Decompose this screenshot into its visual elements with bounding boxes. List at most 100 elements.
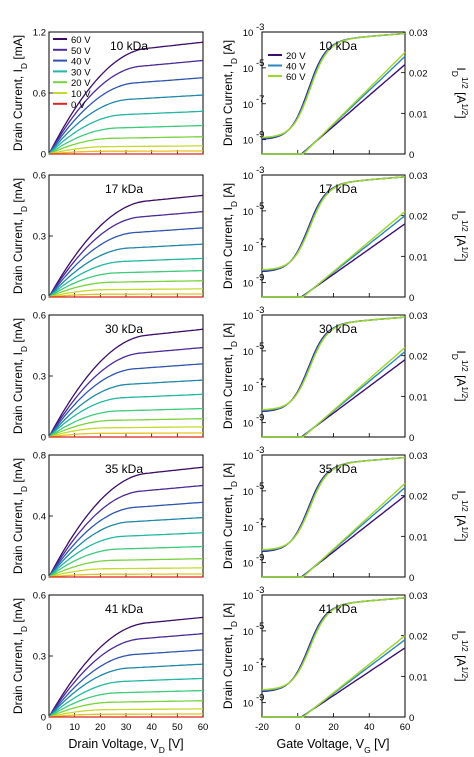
transfer-yright-tick-label: 0.03 (409, 451, 428, 462)
output-legend-label: 40 V (71, 57, 91, 68)
output-curve (48, 77, 204, 155)
transfer-legend: 20 V40 V60 V (268, 51, 306, 83)
transfer-sqrt-curve (262, 211, 406, 298)
transfer-ylog-tick-exp: -9 (256, 413, 264, 424)
output-curve (48, 346, 204, 438)
output-ytick-label: 0.8 (33, 451, 46, 462)
transfer-panel-label: 10 kDa (319, 39, 357, 53)
output-xtick-label: 0 (46, 722, 51, 733)
transfer-ylog-tick-base: 10 (243, 100, 254, 111)
transfer-ylabel-right: ID1/2 [A1/2] (450, 67, 470, 118)
transfer-ylog-tick-exp: -7 (256, 237, 264, 248)
transfer-yright-tick-label: 0 (409, 293, 414, 304)
output-legend-label: 10 V (71, 89, 91, 100)
output-curve (48, 393, 204, 438)
transfer-sqrt-curve (262, 639, 406, 718)
transfer-yright-tick-label: 0.01 (409, 252, 428, 263)
transfer-sqrt-curve (262, 359, 406, 438)
transfer-ylog-tick-exp: -3 (256, 445, 264, 456)
transfer-ylog-tick-exp: -5 (256, 58, 264, 69)
transfer-ylog-tick-exp: -9 (256, 130, 264, 141)
transfer-ylabel-right-group: ID1/2 [A1/2] (450, 67, 470, 118)
output-curve (48, 288, 203, 298)
output-curve (48, 418, 203, 438)
transfer-ylog-tick-base: 10 (243, 28, 254, 39)
output-xtick-label: 30 (121, 722, 132, 733)
output-curve (48, 379, 204, 438)
output-ytick-label: 1.2 (33, 28, 46, 39)
output-ylabel-group: Drain Current, ID [mA] (11, 598, 29, 714)
output-legend-label: 30 V (71, 67, 91, 78)
output-plot: 0.6 0.3 0 Drain Current, ID [mA] 17 kDa (11, 171, 204, 304)
output-curve (48, 573, 203, 578)
output-curve (48, 280, 204, 298)
transfer-sqrt-curve (262, 647, 406, 718)
transfer-ylog-tick-exp: -5 (256, 481, 264, 492)
output-ytick-label: 0.4 (33, 512, 46, 523)
transfer-ylabel-right-group: ID1/2 [A1/2] (450, 490, 470, 541)
transfer-sqrt-curve (262, 482, 406, 578)
output-ylabel: Drain Current, ID [mA] (11, 35, 29, 151)
transfer-yright-tick-label: 0.01 (409, 109, 428, 120)
transfer-ylog-tick-exp: -9 (256, 553, 264, 564)
transfer-ylabel-left-group: Drain Current, ID [A] (221, 183, 239, 289)
output-ytick-label: 0.6 (33, 89, 46, 100)
transfer-sqrt-curve (262, 495, 406, 578)
output-curve (48, 194, 204, 298)
transfer-ylabel-left: Drain Current, ID [A] (221, 183, 239, 289)
transfer-log-curve (261, 597, 406, 691)
output-curve (48, 663, 204, 718)
output-ytick-label: 0.3 (33, 372, 46, 383)
output-curve (48, 700, 204, 718)
transfer-yright-tick-label: 0 (409, 573, 414, 584)
output-panel-label: 17 kDa (105, 182, 143, 196)
transfer-panel-label: 30 kDa (319, 322, 357, 336)
output-curve (48, 545, 204, 578)
output-curve (48, 227, 204, 298)
output-legend-label: 50 V (71, 46, 91, 57)
output-ylabel-group: Drain Current, ID [mA] (11, 318, 29, 434)
transfer-ylabel-right-group: ID1/2 [A1/2] (450, 350, 470, 401)
transfer-xtick-label: 40 (364, 722, 375, 733)
output-panel-label: 10 kDa (110, 39, 148, 53)
transfer-yright-tick-label: 0.01 (409, 672, 428, 683)
transfer-ylabel-left-group: Drain Current, ID [A] (221, 463, 239, 569)
transfer-yright-tick-label: 0.03 (409, 311, 428, 322)
transfer-ylabel-left: Drain Current, ID [A] (221, 323, 239, 429)
output-ytick-label: 0 (41, 713, 46, 724)
transfer-log-curve (261, 456, 406, 551)
transfer-panel-label: 41 kDa (319, 602, 357, 616)
x-axis-titles: Drain Voltage, VD [V] Gate Voltage, VG [V… (68, 737, 389, 755)
transfer-ylog-tick-exp: -3 (256, 305, 264, 316)
output-ylabel: Drain Current, ID [mA] (11, 598, 29, 714)
output-curve (48, 532, 204, 578)
transfer-ylog-tick-exp: -7 (256, 657, 264, 668)
transfer-legend-label: 60 V (286, 72, 306, 83)
output-ylabel-group: Drain Current, ID [mA] (11, 35, 29, 151)
transfer-ylog-tick-base: 10 (243, 243, 254, 254)
output-curve (48, 689, 203, 718)
output-curve (48, 677, 204, 718)
output-ylabel: Drain Current, ID [mA] (11, 458, 29, 574)
transfer-yright-tick-label: 0.01 (409, 392, 428, 403)
output-curve (48, 567, 203, 578)
output-curve (48, 110, 204, 155)
output-xtick-label: 50 (172, 722, 183, 733)
transfer-ylabel-right: ID1/2 [A1/2] (450, 490, 470, 541)
output-xtick-label: 40 (146, 722, 157, 733)
transfer-ylog-tick-base: 10 (243, 207, 254, 218)
output-curve (48, 649, 204, 718)
transfer-xtick-label: 0 (295, 722, 300, 733)
output-xtick-label: 10 (69, 722, 80, 733)
transfer-yright-tick-label: 0.03 (409, 171, 428, 182)
transfer-sqrt-curve (262, 51, 406, 155)
